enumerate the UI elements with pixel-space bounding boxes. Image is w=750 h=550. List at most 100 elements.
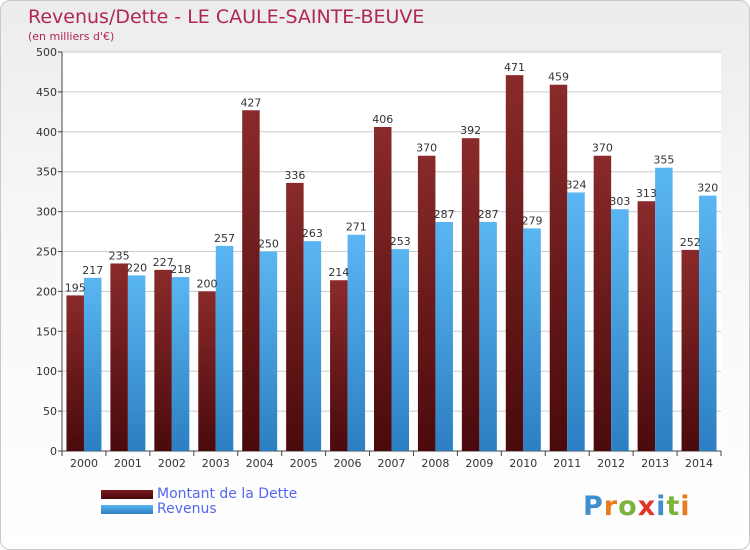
value-label: 406 [372, 113, 393, 126]
x-tick-label: 2000 [70, 457, 98, 470]
value-label: 200 [197, 277, 218, 290]
value-label: 195 [65, 281, 86, 294]
bar-revenus [171, 277, 190, 451]
bar-revenus [259, 251, 278, 451]
legend-swatch-revenus [101, 505, 153, 514]
chart-title: Revenus/Dette - LE CAULE-SAINTE-BEUVE [28, 6, 425, 28]
y-tick-label: 400 [36, 126, 57, 139]
x-tick-label: 2007 [378, 457, 406, 470]
y-tick-label: 250 [36, 246, 57, 259]
value-label: 287 [478, 208, 499, 221]
logo-letter: i [680, 491, 691, 522]
logo-letter: P [583, 491, 604, 522]
value-label: 324 [565, 178, 586, 191]
bar-dette [681, 249, 700, 451]
y-tick-label: 50 [43, 405, 57, 418]
y-tick-label: 450 [36, 86, 57, 99]
logo-letter: i [656, 491, 667, 522]
bar-dette [417, 155, 436, 452]
y-tick-label: 200 [36, 285, 57, 298]
bar-dette [66, 295, 84, 451]
value-label: 214 [328, 266, 349, 279]
bar-dette [286, 182, 304, 451]
value-label: 217 [82, 264, 103, 277]
bar-dette [154, 269, 172, 451]
bar-revenus [611, 209, 629, 451]
value-label: 370 [416, 142, 437, 155]
x-tick-label: 2004 [246, 457, 274, 470]
bar-dette [374, 127, 392, 452]
value-label: 336 [284, 169, 305, 182]
value-label: 459 [548, 71, 569, 84]
value-label: 227 [153, 256, 174, 269]
value-label: 392 [460, 124, 481, 137]
bar-revenus [435, 221, 453, 451]
value-label: 235 [109, 249, 130, 262]
logo-letter: r [603, 491, 619, 522]
bar-dette [637, 201, 656, 451]
y-tick-label: 350 [36, 166, 57, 179]
value-label: 252 [680, 236, 701, 249]
x-tick-label: 2008 [421, 457, 449, 470]
legend-label-revenus: Revenus [157, 501, 217, 517]
logo-letter: t [666, 491, 681, 522]
bars [66, 75, 717, 452]
bar-dette [461, 138, 480, 451]
x-tick-label: 2010 [509, 457, 537, 470]
bar-revenus [347, 234, 366, 451]
y-tick-label: 100 [36, 365, 57, 378]
bar-revenus [215, 245, 234, 451]
value-label: 263 [302, 227, 323, 240]
bar-revenus [479, 221, 497, 451]
bar-revenus [523, 228, 541, 451]
bar-revenus [567, 192, 585, 451]
bar-dette [198, 291, 216, 451]
value-label: 220 [126, 261, 147, 274]
bar-dette [242, 110, 260, 451]
value-label: 253 [390, 235, 411, 248]
bar-revenus [655, 167, 673, 451]
bar-dette [110, 263, 128, 451]
x-tick-label: 2013 [641, 457, 669, 470]
x-tick-label: 2002 [158, 457, 186, 470]
value-label: 257 [214, 232, 235, 245]
x-tick-label: 2001 [114, 457, 142, 470]
chart-subtitle: (en milliers d'€) [28, 30, 115, 43]
y-tick-label: 500 [36, 46, 57, 59]
value-label: 218 [170, 263, 191, 276]
x-tick-label: 2014 [685, 457, 713, 470]
value-label: 313 [636, 187, 657, 200]
value-label: 427 [240, 96, 261, 109]
value-label: 303 [609, 195, 630, 208]
x-tick-label: 2005 [290, 457, 318, 470]
value-label: 320 [697, 182, 718, 195]
bar-dette [549, 84, 568, 451]
bar-dette [505, 75, 524, 451]
value-label: 370 [592, 142, 613, 155]
value-label: 355 [653, 154, 674, 167]
bar-revenus [699, 195, 717, 451]
legend-swatch-dette [101, 490, 153, 499]
logo-letter: o [618, 491, 638, 522]
bar-revenus [303, 241, 322, 451]
y-tick-label: 300 [36, 206, 57, 219]
bar-revenus [391, 249, 409, 451]
x-tick-label: 2009 [465, 457, 493, 470]
bar-revenus [83, 277, 102, 451]
y-tick-label: 150 [36, 325, 57, 338]
value-label: 250 [258, 238, 279, 251]
bar-dette [593, 155, 612, 452]
x-tick-label: 2011 [553, 457, 581, 470]
x-tick-label: 2003 [202, 457, 230, 470]
legend-label-dette: Montant de la Dette [157, 486, 298, 502]
bar-revenus [127, 275, 146, 451]
x-tick-label: 2006 [334, 457, 362, 470]
x-tick-label: 2012 [597, 457, 625, 470]
logo-letter: x [637, 491, 657, 522]
bar-dette [330, 280, 348, 451]
y-tick-label: 0 [50, 445, 57, 458]
value-label: 287 [434, 208, 455, 221]
